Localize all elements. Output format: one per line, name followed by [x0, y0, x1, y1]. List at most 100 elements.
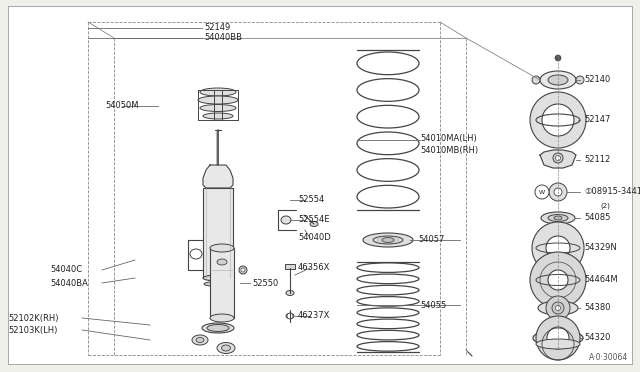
Circle shape [532, 222, 584, 274]
Text: 54329N: 54329N [584, 244, 617, 253]
Circle shape [554, 188, 562, 196]
Ellipse shape [538, 301, 578, 315]
Ellipse shape [190, 249, 202, 259]
Bar [203, 188, 233, 278]
Ellipse shape [192, 335, 208, 345]
Text: W: W [539, 189, 545, 195]
Circle shape [547, 327, 569, 349]
Text: 54464M: 54464M [584, 276, 618, 285]
Ellipse shape [536, 339, 580, 349]
Text: 52112: 52112 [584, 155, 611, 164]
Text: A·0·30064: A·0·30064 [589, 353, 628, 362]
Ellipse shape [357, 159, 419, 181]
Ellipse shape [357, 296, 419, 306]
Ellipse shape [548, 75, 568, 85]
Circle shape [542, 104, 574, 136]
Circle shape [556, 305, 561, 311]
Ellipse shape [203, 113, 233, 119]
Text: 52140: 52140 [584, 76, 611, 84]
Ellipse shape [204, 282, 232, 286]
Ellipse shape [554, 216, 562, 220]
Ellipse shape [357, 78, 419, 101]
Circle shape [549, 183, 567, 201]
Text: 52554: 52554 [298, 196, 324, 205]
Ellipse shape [540, 71, 576, 89]
Text: 46237X: 46237X [298, 311, 330, 321]
Circle shape [287, 313, 293, 319]
Ellipse shape [382, 237, 394, 243]
Text: 52149: 52149 [204, 23, 230, 32]
Circle shape [530, 252, 586, 308]
Text: 54010MB(RH): 54010MB(RH) [420, 145, 478, 154]
Ellipse shape [207, 324, 229, 331]
Text: 54040BA: 54040BA [50, 279, 88, 288]
Ellipse shape [357, 52, 419, 75]
Ellipse shape [210, 314, 234, 322]
Ellipse shape [548, 215, 568, 221]
Ellipse shape [221, 345, 230, 351]
Ellipse shape [357, 132, 419, 155]
Text: 54085: 54085 [584, 214, 611, 222]
Circle shape [553, 153, 563, 163]
Ellipse shape [310, 221, 318, 227]
Bar [210, 248, 234, 318]
Circle shape [535, 185, 549, 199]
Ellipse shape [357, 341, 419, 351]
Circle shape [552, 302, 564, 314]
Text: (2): (2) [600, 203, 610, 209]
Ellipse shape [198, 96, 238, 104]
Ellipse shape [202, 323, 234, 333]
Ellipse shape [286, 314, 294, 318]
Text: 54010MA(LH): 54010MA(LH) [420, 134, 477, 142]
Ellipse shape [357, 274, 419, 284]
Text: 46356X: 46356X [298, 263, 330, 273]
Text: 54040BB: 54040BB [204, 33, 242, 42]
Ellipse shape [217, 259, 227, 265]
Text: 54057: 54057 [418, 235, 444, 244]
Text: 54320: 54320 [584, 334, 611, 343]
Ellipse shape [357, 319, 419, 328]
Text: 54380: 54380 [584, 304, 611, 312]
Circle shape [241, 268, 245, 272]
Circle shape [536, 316, 580, 360]
Circle shape [530, 92, 586, 148]
Text: 54040D: 54040D [298, 232, 331, 241]
Circle shape [239, 266, 247, 274]
Circle shape [546, 296, 570, 320]
Ellipse shape [373, 236, 403, 244]
Text: 52554E: 52554E [298, 215, 330, 224]
Ellipse shape [576, 76, 584, 84]
Ellipse shape [196, 337, 204, 343]
Ellipse shape [200, 88, 236, 96]
Text: ①08915-3441A: ①08915-3441A [584, 187, 640, 196]
Ellipse shape [203, 275, 233, 281]
Ellipse shape [357, 330, 419, 340]
Text: 54050M: 54050M [105, 102, 138, 110]
Ellipse shape [286, 291, 294, 295]
Circle shape [546, 236, 570, 260]
Ellipse shape [357, 263, 419, 272]
Ellipse shape [357, 105, 419, 128]
Ellipse shape [210, 244, 234, 252]
Text: 52103K(LH): 52103K(LH) [8, 326, 58, 334]
Ellipse shape [357, 308, 419, 317]
Ellipse shape [532, 76, 540, 84]
Ellipse shape [363, 233, 413, 247]
Ellipse shape [217, 343, 235, 353]
Ellipse shape [357, 185, 419, 208]
Circle shape [556, 155, 561, 160]
Circle shape [555, 55, 561, 61]
Text: 52102K(RH): 52102K(RH) [8, 314, 58, 323]
Ellipse shape [281, 216, 291, 224]
Text: 54055: 54055 [420, 301, 446, 310]
Polygon shape [203, 165, 233, 188]
Text: 54040C: 54040C [50, 266, 82, 275]
Ellipse shape [200, 105, 236, 112]
Text: 52147: 52147 [584, 115, 611, 125]
Bar [285, 264, 295, 269]
Text: 52550: 52550 [252, 279, 278, 288]
Ellipse shape [357, 285, 419, 295]
Ellipse shape [541, 212, 575, 224]
Ellipse shape [533, 330, 583, 346]
Circle shape [548, 270, 568, 290]
